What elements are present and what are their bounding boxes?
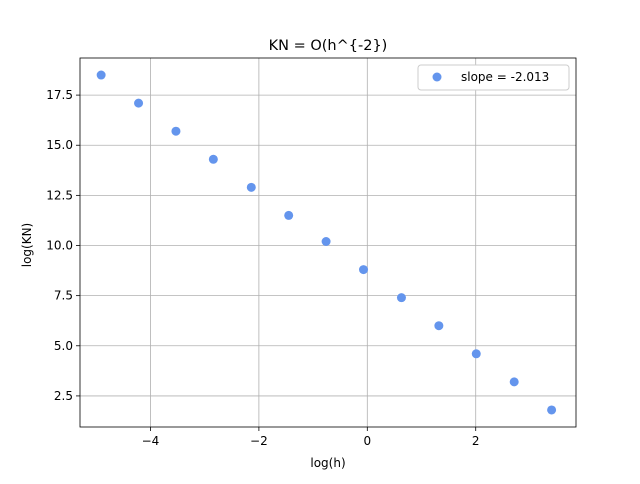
plot-area-frame	[79, 57, 577, 428]
x-tick-label: −4	[142, 434, 160, 448]
legend-marker	[432, 72, 442, 82]
legend: slope = -2.013	[417, 64, 570, 91]
x-tick-label: 0	[363, 434, 371, 448]
x-tick-label: −2	[250, 434, 268, 448]
y-tick-label: 17.5	[46, 88, 73, 102]
data-point	[321, 236, 331, 246]
x-axis-label: log(h)	[310, 456, 345, 470]
data-point	[547, 405, 557, 415]
y-tick-label: 15.0	[46, 138, 73, 152]
legend-box	[417, 64, 570, 91]
y-axis-label: log(KN)	[20, 223, 34, 268]
y-axis-ticks: 2.5 5.0 7.5 10.0 12.5 15.0 17.5	[46, 88, 80, 403]
data-point	[284, 210, 294, 220]
y-tick-label: 2.5	[54, 389, 73, 403]
y-tick-label: 12.5	[46, 188, 73, 202]
x-axis-ticks: −4 −2 0 2	[142, 427, 480, 448]
data-points	[96, 70, 557, 415]
chart-title: KN = O(h^{-2})	[269, 38, 388, 54]
y-tick-label: 10.0	[46, 239, 73, 253]
data-point	[246, 182, 256, 192]
grid-lines	[80, 58, 576, 427]
data-point	[171, 126, 181, 136]
data-point	[96, 70, 106, 80]
data-point	[396, 293, 406, 303]
data-point	[359, 265, 369, 275]
data-point	[208, 154, 218, 164]
x-tick-label: 2	[472, 434, 480, 448]
data-point	[471, 349, 481, 359]
data-point	[509, 377, 519, 387]
y-tick-label: 7.5	[54, 289, 73, 303]
data-point	[134, 98, 144, 108]
data-point	[434, 321, 444, 331]
y-tick-label: 5.0	[54, 339, 73, 353]
legend-label: slope = -2.013	[461, 70, 549, 84]
